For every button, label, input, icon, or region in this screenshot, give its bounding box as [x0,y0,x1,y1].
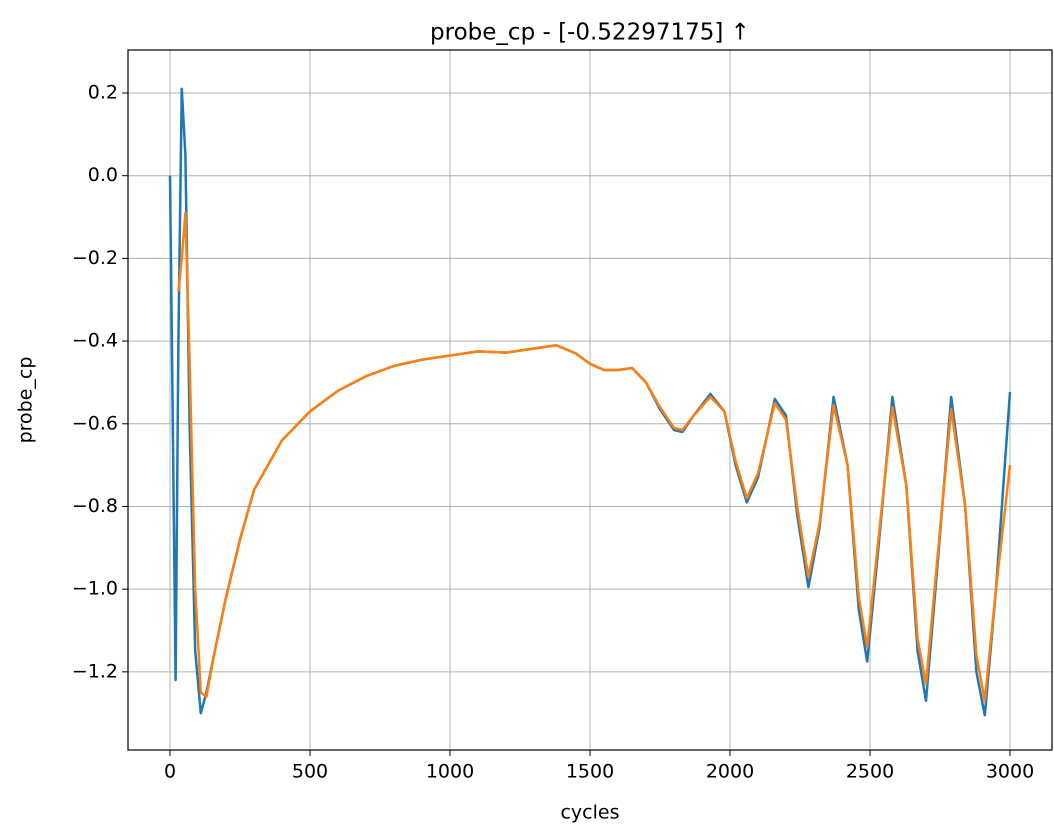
x-tick-label: 500 [292,761,328,783]
y-tick-label: 0.0 [88,164,118,186]
y-tick-label: −0.6 [72,412,118,434]
x-tick-label: 1000 [426,761,474,783]
x-tick-label: 2500 [846,761,894,783]
y-axis-label: probe_cp [15,357,37,444]
plot-frame [127,49,1053,751]
y-tick-label: −1.2 [72,660,118,682]
x-tick-label: 1500 [566,761,614,783]
x-tick-label: 3000 [986,761,1034,783]
y-tick-label: −1.0 [72,578,118,600]
y-tick-label: −0.4 [72,330,118,352]
x-tick-label: 0 [164,761,176,783]
y-tick-label: 0.2 [88,82,118,104]
series-line [177,211,1012,703]
chart-title: probe_cp - [-0.52297175] ↑ [430,20,750,46]
y-tick-label: −0.8 [72,495,118,517]
y-tick-label: −0.2 [72,247,118,269]
x-axis-label: cycles [560,802,619,824]
x-tick-label: 2000 [706,761,754,783]
